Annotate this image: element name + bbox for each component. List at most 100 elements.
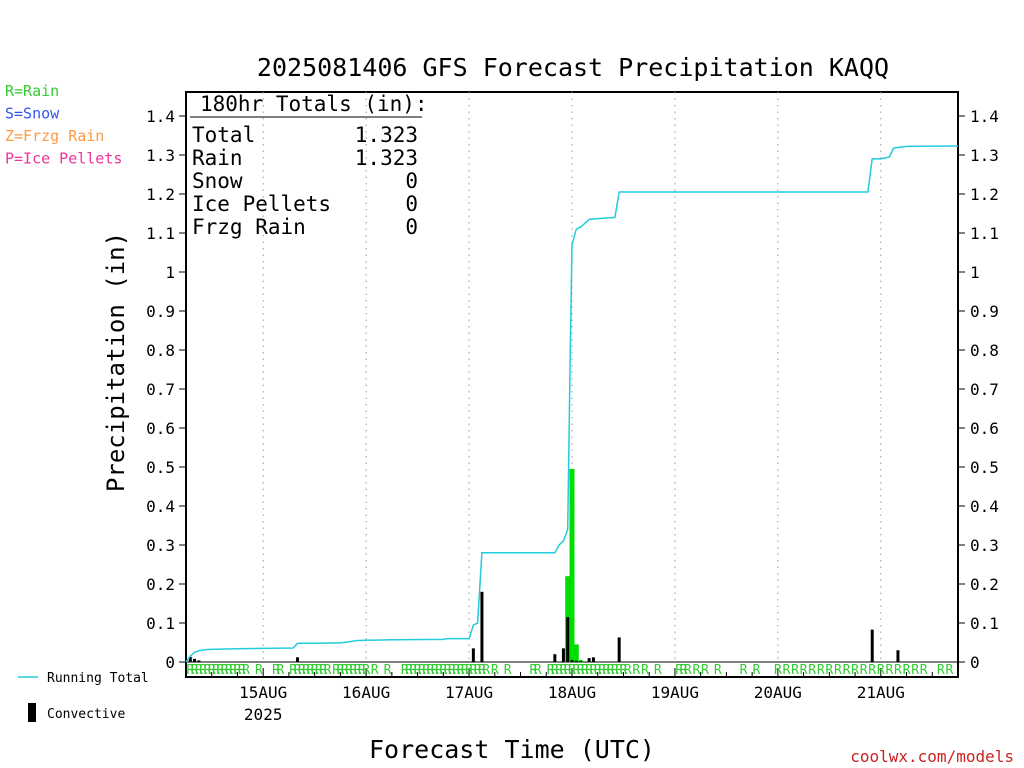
precip-bar-convective xyxy=(188,656,192,662)
precip-type-marker: R xyxy=(414,663,422,678)
precip-type-marker: R xyxy=(560,663,568,678)
x-tick-label: 17AUG xyxy=(445,683,493,702)
y-tick-label-left: 0.6 xyxy=(146,419,175,438)
precip-type-marker: R xyxy=(384,663,392,678)
precip-type-marker: R xyxy=(911,663,919,678)
precip-bar-total xyxy=(573,644,579,662)
y-tick-label-left: 0 xyxy=(165,653,175,672)
precip-type-marker: R xyxy=(311,663,319,678)
precip-type-marker: R xyxy=(435,663,443,678)
precip-type-marker: R xyxy=(354,663,362,678)
precip-bar-convective xyxy=(574,660,578,662)
precip-bar-convective xyxy=(193,658,197,662)
y-tick-label-right: 1.3 xyxy=(970,146,999,165)
precip-type-marker: R xyxy=(315,663,323,678)
y-tick-label-right: 0.5 xyxy=(970,458,999,477)
y-tick-label-left: 1.4 xyxy=(146,107,175,126)
y-axis-ticks: 0 00.1 0.10.2 0.20.3 0.30.4 0.40.5 0.50.6 0.60.… xyxy=(146,107,999,672)
precip-type-marker: R xyxy=(615,663,623,678)
precip-type-marker: R xyxy=(632,663,640,678)
precip-type-marker: R xyxy=(572,663,580,678)
totals-row-label: Frzg Rain xyxy=(192,215,306,239)
precip-bar-convective xyxy=(896,650,900,662)
precip-type-marker: R xyxy=(332,663,340,678)
precip-type-marker: R xyxy=(877,663,885,678)
precip-type-legend: R=Rain S=Snow Z=Frzg Rain P=Ice Pellets xyxy=(5,82,122,168)
precip-type-marker: R xyxy=(920,663,928,678)
precip-type-marker: R xyxy=(409,663,417,678)
precip-type-marker: R xyxy=(319,663,327,678)
chart-title: 2025081406 GFS Forecast Precipitation KA… xyxy=(257,53,889,82)
precip-bar-convective xyxy=(570,660,574,662)
totals-row-value: 0 xyxy=(405,215,418,239)
precip-type-marker: R xyxy=(903,663,911,678)
precip-bar-convective xyxy=(617,637,621,662)
y-tick-label-left: 0.8 xyxy=(146,341,175,360)
precip-type-marker: R xyxy=(774,663,782,678)
y-tick-label-left: 1.1 xyxy=(146,224,175,243)
precip-bar-convective xyxy=(591,657,595,662)
precip-type-marker: R xyxy=(358,663,366,678)
y-tick-label-left: 1.3 xyxy=(146,146,175,165)
precip-type-marker: R xyxy=(491,663,499,678)
precip-bar-convective xyxy=(587,658,591,662)
precip-type-marker: R xyxy=(234,663,242,678)
precip-type-marker: R xyxy=(894,663,902,678)
y-tick-label-right: 1.1 xyxy=(970,224,999,243)
precip-type-marker: R xyxy=(371,663,379,678)
y-tick-label-right: 1.4 xyxy=(970,107,999,126)
running-total-legend-label: Running Total xyxy=(47,671,149,686)
totals-row-value: 0 xyxy=(405,192,418,216)
precip-type-marker: R xyxy=(581,663,589,678)
y-tick-label-right: 0.8 xyxy=(970,341,999,360)
y-tick-label-right: 0.9 xyxy=(970,302,999,321)
precip-type-marker: R xyxy=(692,663,700,678)
y-tick-label-right: 1.2 xyxy=(970,185,999,204)
precip-type-marker: R xyxy=(808,663,816,678)
precip-type-marker: R xyxy=(851,663,859,678)
x-tick-label: 16AUG xyxy=(342,683,390,702)
precip-type-marker: R xyxy=(478,663,486,678)
y-tick-label-right: 0 xyxy=(970,653,980,672)
precip-bar-total xyxy=(578,660,584,662)
precip-type-marker: R xyxy=(427,663,435,678)
precip-type-marker: R xyxy=(418,663,426,678)
source-credit: coolwx.com/models xyxy=(850,747,1014,766)
y-tick-label-left: 1 xyxy=(165,263,175,282)
x-tick-label: 18AUG xyxy=(548,683,596,702)
totals-row-label: Rain xyxy=(192,146,243,170)
precip-type-marker: R xyxy=(740,663,748,678)
precip-type-marker: R xyxy=(302,663,310,678)
y-axis-title: Precipitation (in) xyxy=(102,232,130,492)
precip-type-marker: R xyxy=(336,663,344,678)
y-tick-label-right: 0.4 xyxy=(970,497,999,516)
precip-type-marker: R xyxy=(817,663,825,678)
precip-type-marker: R xyxy=(216,663,224,678)
precip-type-marker: R xyxy=(469,663,477,678)
precip-type-marker: R xyxy=(482,663,490,678)
precip-type-marker: R xyxy=(624,663,632,678)
precip-bar-total xyxy=(569,468,575,662)
precip-type-marker: R xyxy=(504,663,512,678)
x-tick-label: 19AUG xyxy=(651,683,699,702)
precip-type-marker: R xyxy=(753,663,761,678)
precip-type-marker: R xyxy=(401,663,409,678)
precip-type-marker: R xyxy=(783,663,791,678)
y-tick-label-left: 0.7 xyxy=(146,380,175,399)
precip-type-marker: R xyxy=(289,663,297,678)
y-tick-label-left: 0.5 xyxy=(146,458,175,477)
running-total-line xyxy=(185,145,959,663)
precip-bar-convective xyxy=(579,661,583,662)
precip-type-marker: R xyxy=(555,663,563,678)
precip-type-marker: R xyxy=(212,663,220,678)
precip-type-marker: R xyxy=(422,663,430,678)
precip-type-marker: R xyxy=(564,663,572,678)
precip-type-marker: R xyxy=(675,663,683,678)
precip-type-marker: R xyxy=(834,663,842,678)
precip-type-marker: R xyxy=(199,663,207,678)
precip-type-marker: R xyxy=(341,663,349,678)
totals-row-label: Ice Pellets xyxy=(192,192,331,216)
y-tick-label-right: 0.1 xyxy=(970,614,999,633)
